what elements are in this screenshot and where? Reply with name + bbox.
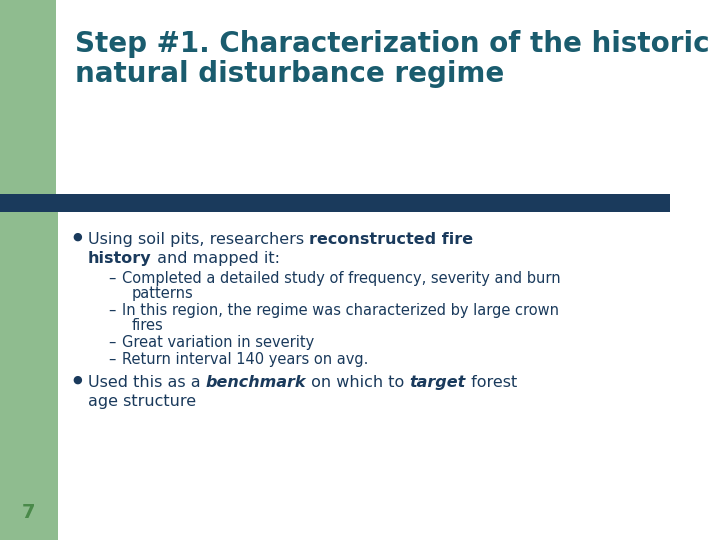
FancyBboxPatch shape	[56, 0, 720, 201]
Text: target: target	[410, 375, 466, 390]
Text: 7: 7	[22, 503, 35, 522]
Text: reconstructed fire: reconstructed fire	[310, 232, 473, 247]
Text: on which to: on which to	[306, 375, 410, 390]
Text: Used this as a: Used this as a	[88, 375, 206, 390]
Text: –: –	[108, 303, 115, 318]
Bar	[0, 0, 58, 540]
Text: patterns: patterns	[132, 286, 194, 301]
Text: fires: fires	[132, 318, 163, 333]
Text: ●: ●	[72, 375, 82, 385]
Text: forest: forest	[466, 375, 517, 390]
Text: –: –	[108, 352, 115, 367]
Text: Completed a detailed study of frequency, severity and burn: Completed a detailed study of frequency,…	[122, 271, 561, 286]
Bar	[0, 194, 670, 212]
Text: age structure: age structure	[88, 394, 196, 409]
Text: In this region, the regime was characterized by large crown: In this region, the regime was character…	[122, 303, 559, 318]
Text: natural disturbance regime: natural disturbance regime	[75, 60, 504, 88]
Text: and mapped it:: and mapped it:	[152, 251, 279, 266]
Text: Step #1. Characterization of the historic: Step #1. Characterization of the histori…	[75, 30, 710, 58]
Text: –: –	[108, 335, 115, 350]
Text: Great variation in severity: Great variation in severity	[122, 335, 314, 350]
Text: history: history	[88, 251, 152, 266]
Text: Using soil pits, researchers: Using soil pits, researchers	[88, 232, 310, 247]
Text: benchmark: benchmark	[206, 375, 306, 390]
Text: ●: ●	[72, 232, 82, 242]
Bar	[58, 0, 258, 150]
Text: Return interval 140 years on avg.: Return interval 140 years on avg.	[122, 352, 369, 367]
Text: –: –	[108, 271, 115, 286]
